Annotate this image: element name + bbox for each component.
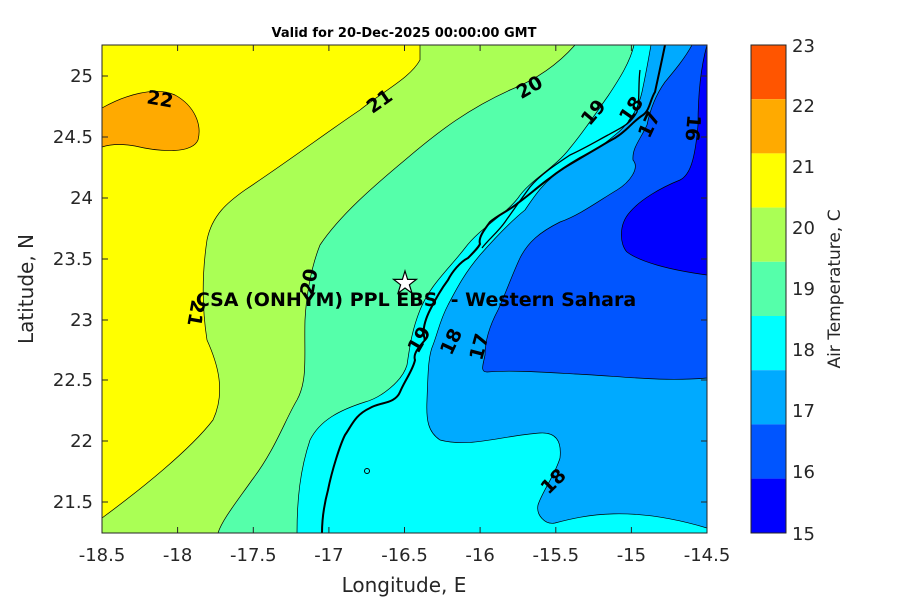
y-tick-label: 24.5 <box>53 127 93 148</box>
x-tick-label: -17 <box>314 545 343 566</box>
y-tick-label: 25 <box>70 66 93 87</box>
star-icon[interactable] <box>391 268 419 295</box>
y-tick-marks <box>102 75 707 503</box>
colorbar-band-22-23 <box>751 45 786 100</box>
x-tick-label: -14.5 <box>684 545 731 566</box>
island-marker <box>364 468 370 474</box>
colorbar-tick-label: 15 <box>792 524 815 545</box>
colorbar-tick-label: 17 <box>792 401 815 422</box>
contour-band-22 <box>102 91 200 151</box>
colorbar-band-21-22 <box>751 99 786 154</box>
y-axis: 25 24.5 24 23.5 23 22.5 22 21.5 Latitude… <box>14 66 707 513</box>
contour-label-20-mid: 20 <box>296 267 322 297</box>
colorbar-tick-label: 20 <box>792 218 815 239</box>
station-label: CSA (ONHYM) PPL EBS - Western Sahara <box>196 289 636 311</box>
colorbar-band-15-16 <box>751 424 786 479</box>
coastline <box>321 45 666 533</box>
colorbar-tick-label: 22 <box>792 96 815 117</box>
colorbar-tick-label: 18 <box>792 340 815 361</box>
x-tick-label: -15 <box>617 545 646 566</box>
contour-label-22: 22 <box>145 86 175 112</box>
colorbar-band-20-21 <box>751 153 786 208</box>
colorbar-tick-label: 19 <box>792 279 815 300</box>
colorbar-tick-label: 16 <box>792 462 815 483</box>
y-axis-label: Latitude, N <box>14 234 38 344</box>
y-tick-label: 23.5 <box>53 249 93 270</box>
contour-map: 22 21 20 19 18 17 16 21 20 19 18 17 18 C… <box>102 45 707 533</box>
x-tick-label: -16.5 <box>381 545 428 566</box>
x-tick-label: -17.5 <box>230 545 277 566</box>
plot-title: Valid for 20-Dec-2025 00:00:00 GMT <box>272 26 537 41</box>
colorbar-label: Air Temperature, C <box>825 209 845 368</box>
colorbar: 23 22 21 20 19 18 17 16 15 Air Temperatu… <box>750 36 845 545</box>
x-tick-marks <box>101 45 708 533</box>
contour-band-15 <box>621 45 707 276</box>
inner-shoreline <box>481 69 641 249</box>
colorbar-band-18-19 <box>751 261 786 316</box>
y-tick-label: 23 <box>70 310 93 331</box>
y-tick-label: 21.5 <box>53 492 93 513</box>
y-tick-label: 24 <box>70 188 93 209</box>
x-tick-label: -16 <box>465 545 494 566</box>
x-axis-label: Longitude, E <box>342 573 467 597</box>
contour-label-21-left: 21 <box>182 298 208 328</box>
x-tick-label: -18 <box>163 545 192 566</box>
contour-label-16-top: 16 <box>680 114 704 142</box>
colorbar-band-16-17 <box>751 370 786 425</box>
colorbar-tick-label: 23 <box>792 36 815 57</box>
contour-band-16 <box>482 45 707 380</box>
x-axis: -18.5 -18 -17.5 -17 -16.5 -16 -15.5 -15 … <box>79 45 731 597</box>
colorbar-band-14-15 <box>751 478 786 533</box>
colorbar-frame <box>750 44 787 534</box>
y-tick-label: 22 <box>70 431 93 452</box>
x-tick-label: -15.5 <box>533 545 580 566</box>
colorbar-tick-label: 21 <box>792 157 815 178</box>
x-tick-label: -18.5 <box>79 545 126 566</box>
colorbar-band-19-20 <box>751 207 786 262</box>
y-tick-label: 22.5 <box>53 370 93 391</box>
colorbar-band-17-18 <box>751 316 786 371</box>
